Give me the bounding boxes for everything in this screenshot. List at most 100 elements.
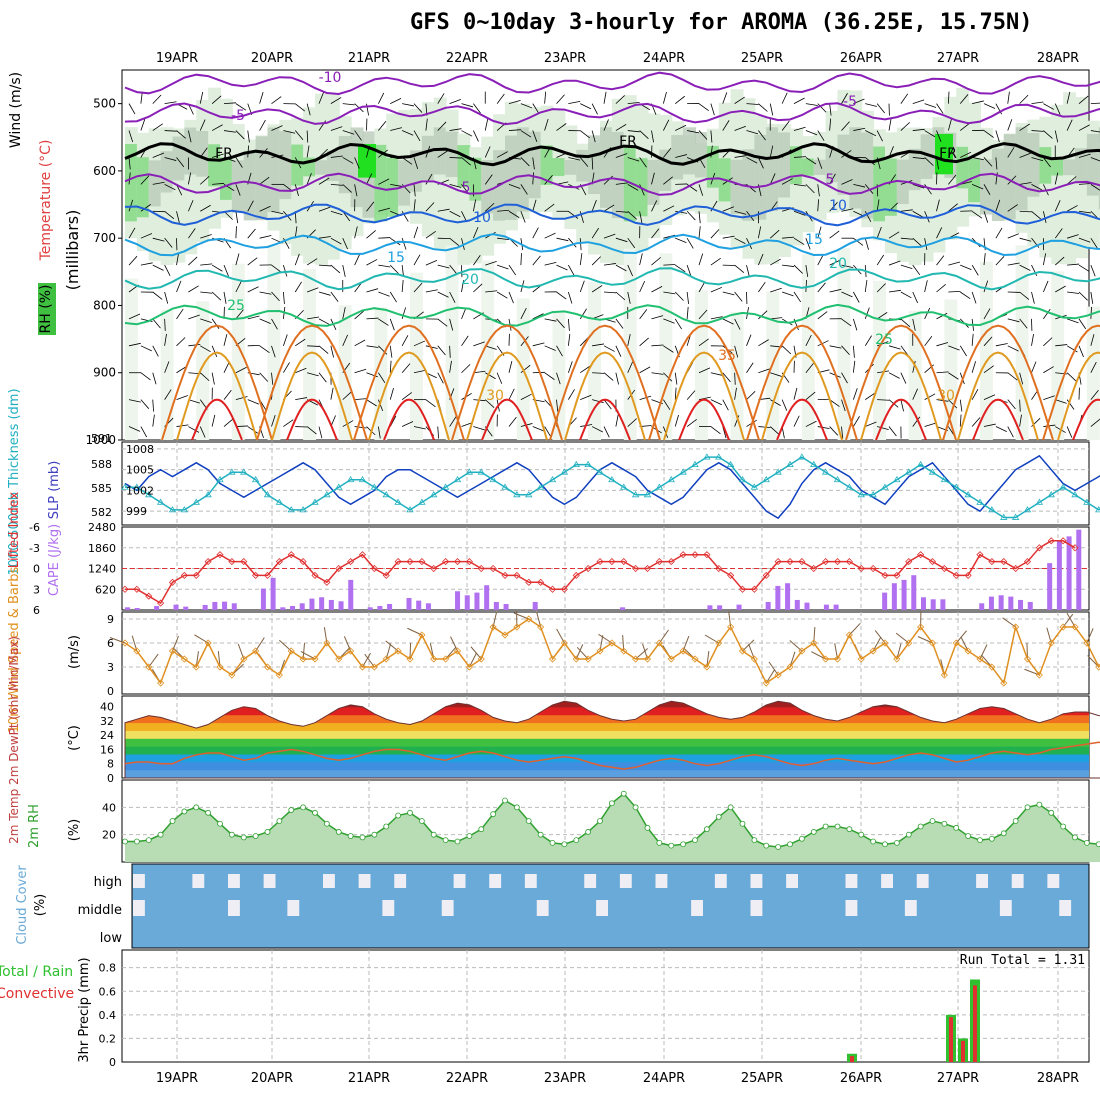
thickness-line-point bbox=[216, 475, 224, 483]
wind-barb bbox=[651, 372, 664, 375]
wind-barb bbox=[865, 421, 877, 427]
thickness-line-point bbox=[667, 475, 675, 483]
rh-shade-low bbox=[695, 290, 708, 440]
wind-barb bbox=[663, 176, 673, 185]
wind-barb bbox=[710, 257, 721, 266]
rh-line-point bbox=[644, 824, 651, 831]
day-label-top: 25APR bbox=[741, 51, 783, 66]
wind-barb bbox=[1066, 399, 1075, 410]
wind-barb bbox=[520, 253, 522, 266]
cloud-level-label: middle bbox=[78, 903, 122, 918]
wind-barb bbox=[556, 237, 569, 242]
wind-barb bbox=[983, 336, 993, 347]
wind-barb bbox=[888, 118, 892, 131]
wind-barb bbox=[805, 334, 812, 346]
wind-barb bbox=[698, 396, 711, 401]
wind-barb bbox=[674, 318, 682, 330]
wind-barb bbox=[1078, 95, 1089, 104]
wind-barb bbox=[1055, 399, 1067, 404]
wind-barb bbox=[389, 387, 394, 400]
wind-barb bbox=[413, 340, 426, 347]
wind-barb bbox=[579, 157, 589, 167]
wind-barb bbox=[662, 91, 667, 104]
wind-barb bbox=[781, 92, 788, 104]
cape-bar bbox=[212, 601, 218, 610]
cloud-mid-block bbox=[750, 900, 763, 916]
rh-shade-dark bbox=[588, 135, 601, 195]
wind-barb bbox=[1031, 157, 1044, 162]
wind-barb bbox=[401, 392, 412, 400]
rh-core bbox=[935, 133, 953, 175]
wind-barb bbox=[627, 101, 640, 105]
wind-barb bbox=[829, 103, 832, 116]
wind-barb bbox=[817, 426, 830, 430]
wind-barb bbox=[580, 103, 592, 110]
wind-barb bbox=[948, 345, 960, 351]
wind-barb bbox=[544, 175, 553, 185]
precip-tick: 0.4 bbox=[99, 1009, 117, 1022]
wind-barb bbox=[1090, 361, 1097, 373]
wind-barb bbox=[568, 237, 577, 248]
wind-barb bbox=[342, 130, 355, 135]
wind-barb bbox=[1007, 175, 1017, 185]
surface-wind-barb bbox=[1087, 655, 1100, 668]
cape-bar bbox=[455, 591, 461, 610]
wind-barb bbox=[401, 238, 407, 250]
wind-barb bbox=[675, 264, 686, 273]
surface-temp-contour bbox=[746, 324, 858, 441]
lifted-index-line-point bbox=[180, 571, 188, 579]
wind-barb bbox=[971, 333, 974, 346]
surface-temp-contour bbox=[368, 351, 450, 441]
wind-barb bbox=[484, 399, 495, 408]
cape-bar bbox=[1027, 601, 1033, 610]
cape-bar bbox=[328, 599, 334, 610]
wind-barb bbox=[758, 426, 771, 428]
rh-line-point bbox=[228, 831, 235, 838]
wind-barb bbox=[1031, 101, 1044, 105]
wind-barb bbox=[1007, 426, 1014, 438]
wind-barb bbox=[1090, 390, 1099, 400]
thickness-line-point bbox=[940, 475, 949, 483]
wind-barb bbox=[176, 157, 185, 168]
cape-bar bbox=[833, 604, 839, 610]
surface-temp-contour bbox=[678, 398, 730, 441]
wind-barb bbox=[271, 415, 276, 427]
wind-barb bbox=[485, 261, 497, 266]
wind-barb bbox=[675, 154, 687, 158]
wind-barb bbox=[283, 419, 294, 427]
cape-bar bbox=[319, 597, 325, 610]
wind-barb bbox=[983, 130, 994, 138]
precip-tick: 0 bbox=[109, 1056, 116, 1069]
lifted-index-line-point bbox=[311, 571, 319, 579]
wind-barb bbox=[378, 264, 391, 268]
wind-barb bbox=[722, 399, 729, 411]
wind-barb bbox=[698, 184, 704, 196]
wind-barb bbox=[948, 146, 955, 158]
wind-barb bbox=[128, 342, 141, 347]
wind-barb bbox=[603, 399, 612, 410]
wind-barb bbox=[971, 291, 977, 304]
precip-panel-frame bbox=[121, 949, 1090, 1063]
wind-barb bbox=[852, 388, 858, 400]
wind-barb bbox=[663, 318, 675, 324]
rh-shade-dark bbox=[730, 159, 744, 214]
wind-barb bbox=[591, 256, 601, 266]
rh-shade-light bbox=[564, 125, 578, 229]
lifted-index-line-point bbox=[608, 558, 616, 566]
rh-line-point bbox=[181, 808, 188, 815]
wind-speed-line-point bbox=[168, 647, 177, 655]
wind-speed-line-point bbox=[750, 655, 758, 663]
wind-barb bbox=[449, 345, 451, 358]
cape-bar bbox=[231, 603, 237, 610]
wind-barb bbox=[829, 426, 839, 436]
wind-barb bbox=[1066, 426, 1073, 438]
thickness-line-point bbox=[762, 475, 770, 483]
surface-temp-contour bbox=[663, 351, 745, 441]
thickness-line-point bbox=[453, 475, 462, 483]
wind-barb bbox=[567, 333, 571, 346]
temp-contour-20 bbox=[124, 267, 1100, 291]
wind-barb bbox=[544, 232, 556, 239]
pressure-tick: 800 bbox=[93, 298, 116, 312]
wind-barb bbox=[378, 291, 390, 297]
precip-conv-axis-label: Convective bbox=[0, 986, 74, 1002]
